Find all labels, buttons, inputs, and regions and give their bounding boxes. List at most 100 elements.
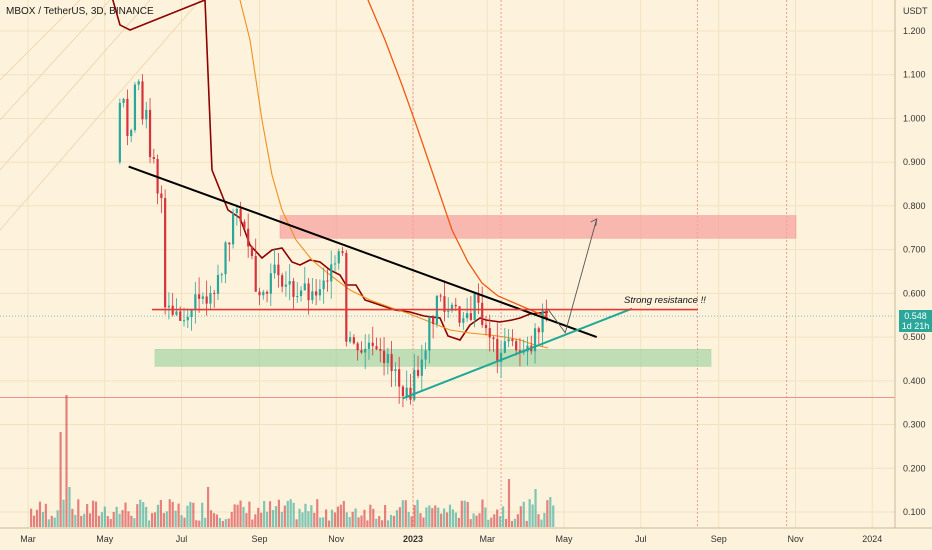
volume-bar — [316, 499, 319, 527]
volume-bar — [552, 505, 555, 527]
volume-bar — [195, 520, 198, 527]
volume-bar — [106, 516, 109, 527]
volume-bar — [451, 509, 455, 527]
volume-bar — [224, 519, 227, 527]
volume-bar — [257, 507, 260, 527]
y-axis-unit: USDT — [903, 6, 928, 16]
volume-bar — [248, 501, 251, 527]
volume-bar — [124, 502, 127, 527]
candle-body — [364, 348, 367, 353]
volume-bar — [516, 514, 519, 527]
candle-body — [345, 252, 348, 342]
y-tick-label: 1.000 — [903, 113, 926, 123]
volume-bar — [165, 511, 168, 527]
candle-body — [390, 354, 393, 372]
candle-body — [326, 280, 329, 282]
candle-body — [496, 338, 499, 362]
candle-body — [141, 81, 144, 120]
volume-bar — [91, 500, 95, 527]
volume-bar — [89, 513, 92, 527]
volume-bar — [381, 520, 384, 527]
candle-body — [492, 337, 495, 339]
candle-body — [216, 274, 220, 294]
volume-bar — [507, 479, 511, 527]
candle-body — [469, 313, 472, 320]
candle-body — [130, 130, 133, 136]
volume-bar — [401, 500, 404, 527]
volume-bar — [419, 513, 422, 527]
volume-bar — [50, 515, 53, 527]
candle-body — [443, 296, 446, 312]
volume-bar — [183, 517, 186, 527]
candle-body — [447, 310, 450, 312]
candle-body — [254, 256, 257, 292]
volume-bar — [30, 508, 33, 527]
volume-bar — [74, 514, 77, 527]
candle-body — [522, 351, 525, 353]
volume-bar — [168, 499, 171, 527]
volume-bar — [159, 499, 162, 527]
candle-body — [250, 246, 254, 257]
resistance-annotation: Strong resistance !! — [624, 295, 706, 306]
zones — [0, 215, 895, 398]
candle-body — [541, 310, 544, 333]
volume-bar — [227, 518, 230, 527]
candle-body — [473, 293, 476, 320]
candle-body — [201, 296, 204, 299]
volume-bar — [425, 507, 428, 527]
candle-body — [296, 296, 299, 298]
volume-bar — [504, 518, 508, 527]
y-tick-label: 1.100 — [903, 70, 926, 80]
candle-body — [273, 264, 276, 274]
volume-bar — [375, 518, 378, 527]
volume-bar — [192, 502, 195, 527]
candle-body — [533, 328, 537, 352]
x-tick-label: Nov — [328, 534, 345, 544]
volume-bar — [339, 504, 342, 527]
candle-body — [515, 341, 518, 351]
volume-bar — [445, 512, 449, 527]
candle-body — [315, 291, 318, 296]
candle-body — [356, 343, 359, 351]
candle-body — [186, 317, 189, 321]
candle-body — [545, 310, 548, 318]
volume-bar — [389, 514, 393, 527]
volume-bar — [327, 520, 331, 527]
volume-bar — [100, 512, 103, 527]
volume-bar — [292, 502, 295, 527]
candle-body — [269, 273, 272, 294]
candle-body — [484, 324, 488, 329]
candle-body — [209, 292, 212, 304]
candle-body — [409, 387, 412, 400]
candle-body — [507, 339, 510, 342]
volume-bar — [289, 499, 292, 527]
candle-body — [258, 291, 261, 296]
y-tick-label: 0.700 — [903, 245, 926, 255]
x-tick-label: May — [555, 534, 573, 544]
candle-body — [428, 317, 431, 351]
volume-bar — [416, 499, 419, 527]
x-tick-label: Jul — [176, 534, 188, 544]
volume-bar — [198, 520, 201, 527]
y-tick-label: 0.100 — [903, 507, 926, 517]
candle-body — [220, 274, 223, 276]
candle-body — [371, 342, 374, 347]
volume-bar — [218, 517, 221, 527]
volume-bar — [330, 509, 334, 527]
volume-bar — [233, 504, 236, 527]
volume-bar — [251, 519, 254, 527]
candle-body — [341, 251, 344, 253]
y-tick-label: 1.200 — [903, 26, 926, 36]
volume-bar — [372, 508, 375, 527]
volume-bar — [404, 500, 407, 527]
volume-bar — [260, 512, 263, 527]
volume-bar — [484, 507, 487, 527]
candle-body — [239, 208, 242, 222]
y-tick-label: 0.500 — [903, 332, 926, 342]
volume-bar — [236, 504, 239, 527]
volume-bar — [310, 505, 313, 527]
x-tick-label: Mar — [20, 534, 36, 544]
volume-bar — [475, 515, 478, 527]
